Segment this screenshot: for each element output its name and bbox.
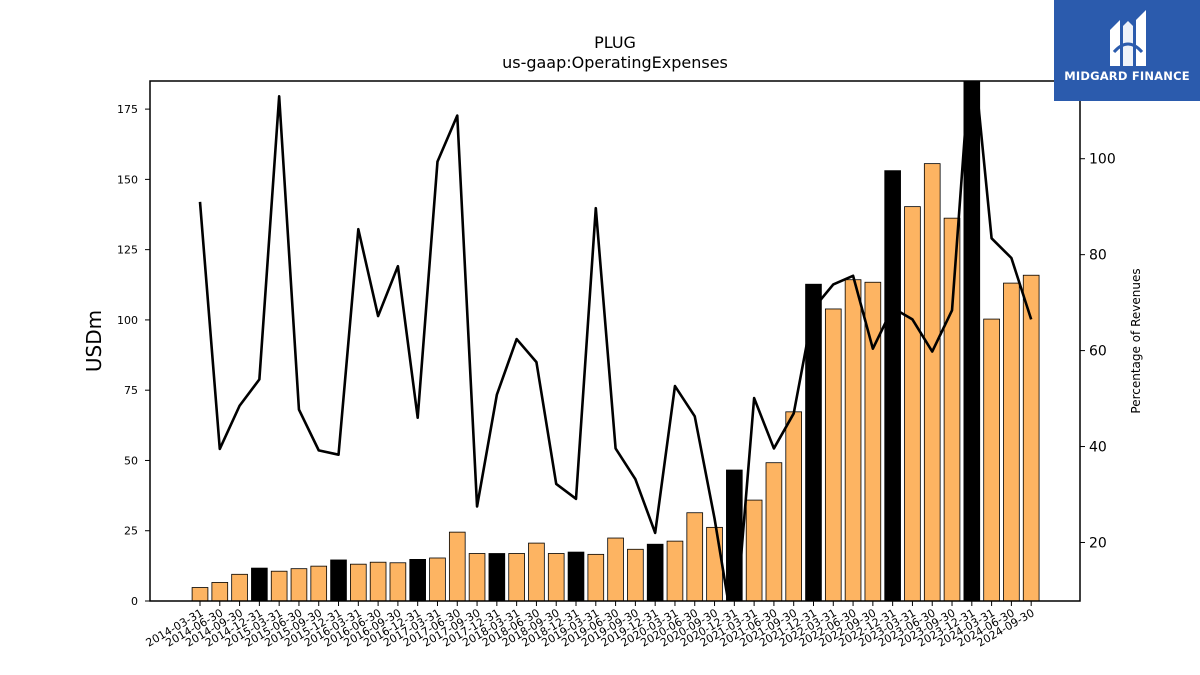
bar-2017-03-31 (429, 557, 446, 601)
series-line (198, 81, 1033, 601)
brand-name: MIDGARD FINANCE (1064, 69, 1190, 83)
bar-2014-03-31 (191, 587, 209, 601)
chart-title: PLUG (594, 33, 636, 52)
bar-2022-06-30 (844, 279, 862, 601)
y-tick-label: 150 (117, 173, 138, 186)
bar-2017-12-31 (488, 553, 506, 601)
bar-2015-12-31 (330, 559, 347, 601)
bar-2022-03-31 (824, 308, 842, 601)
y2-tick-label: 60 (1089, 344, 1107, 360)
bar-2021-09-30 (785, 411, 802, 601)
y-tick-label: 50 (124, 454, 138, 467)
bar-2017-06-30 (448, 531, 466, 601)
bar-2015-09-30 (310, 565, 328, 601)
bar-2020-06-30 (686, 512, 704, 601)
bar-2016-12-31 (409, 559, 426, 601)
bar-2016-09-30 (389, 562, 407, 601)
y-axis-right: 20 40 60 80 100 (1080, 152, 1116, 551)
plot-frame (149, 80, 1081, 602)
y2-tick-label: 100 (1089, 152, 1116, 168)
bar-2017-09-30 (468, 553, 486, 601)
chart-subtitle: us-gaap:OperatingExpenses (502, 53, 728, 72)
bar-2015-06-30 (290, 568, 308, 601)
y-tick-label: 175 (117, 103, 138, 116)
bar-2021-12-31 (805, 283, 822, 601)
y2-axis-label: Percentage of Revenues (1129, 268, 1143, 413)
bar-2022-12-31 (884, 170, 901, 601)
bar-2014-09-30 (231, 573, 248, 601)
bar-2014-12-31 (251, 567, 268, 601)
bar-2018-09-30 (547, 553, 565, 601)
bar-2015-03-31 (270, 570, 288, 601)
y-tick-label: 125 (117, 244, 138, 257)
bar-2020-03-31 (666, 540, 684, 601)
bar-2019-03-31 (587, 553, 605, 601)
bar-2024-09-30 (1022, 274, 1040, 601)
bar-2023-12-31 (963, 81, 981, 601)
y-axis-left: 0 25 50 75 100 125 150 175 (117, 103, 150, 608)
bar-2023-09-30 (943, 217, 961, 601)
bar-2021-03-31 (745, 499, 763, 601)
bar-2024-06-30 (1003, 282, 1020, 601)
y-tick-label: 75 (124, 384, 138, 397)
bars-layer (191, 81, 1040, 601)
x-axis: 2014-03-312014-06-302014-09-302014-12-31… (144, 601, 1037, 650)
bar-2022-09-30 (864, 281, 882, 601)
bar-2019-09-30 (627, 548, 644, 601)
bar-2023-06-30 (923, 163, 941, 601)
bar-2020-09-30 (706, 526, 723, 601)
line-layer (198, 81, 1033, 601)
bar-2021-06-30 (765, 462, 783, 601)
bar-2018-06-30 (528, 542, 545, 601)
y2-tick-label: 40 (1089, 440, 1107, 456)
bar-2016-03-31 (350, 563, 367, 601)
bar-2016-06-30 (369, 561, 387, 601)
y2-tick-label: 20 (1089, 535, 1107, 551)
bar-2018-03-31 (508, 553, 525, 601)
y-tick-label: 0 (131, 595, 138, 608)
y-tick-label: 100 (117, 314, 138, 327)
brand-logo: MIDGARD FINANCE (1054, 0, 1200, 101)
bar-2019-12-31 (646, 543, 664, 601)
y-tick-label: 25 (124, 525, 138, 538)
y-axis-label: USDm (82, 310, 106, 372)
bar-2023-03-31 (904, 206, 921, 601)
y2-tick-label: 80 (1089, 248, 1107, 264)
bar-2018-12-31 (567, 551, 585, 601)
bar-2014-06-30 (211, 582, 229, 601)
midgard-logo-icon (1110, 10, 1146, 66)
bar-2019-06-30 (607, 537, 624, 601)
bar-2024-03-31 (983, 318, 1000, 601)
